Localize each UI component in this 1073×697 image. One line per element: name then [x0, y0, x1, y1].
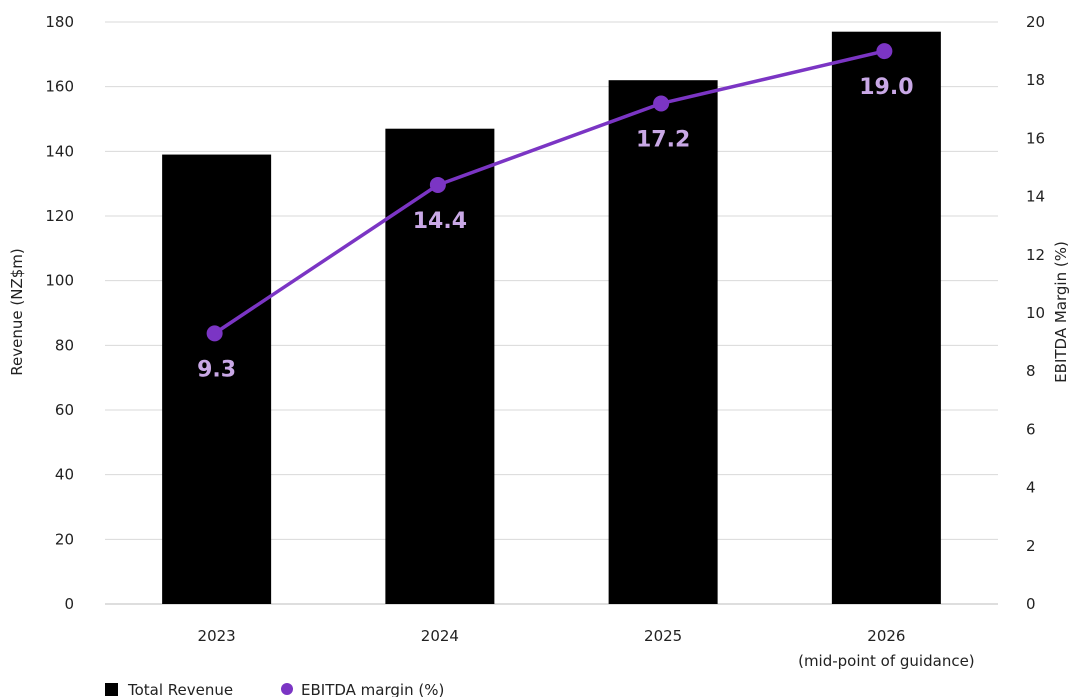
y-tick-label: 100: [45, 272, 74, 290]
y2-tick-label: 8: [1026, 362, 1036, 380]
data-label-ebitda-margin: 14.4: [413, 209, 467, 234]
legend-marker-ebitda-margin: [281, 683, 293, 695]
data-label-ebitda-margin: 17.2: [636, 127, 690, 152]
y-tick-label: 0: [64, 595, 74, 613]
x-tick-sublabel: (mid-point of guidance): [798, 652, 975, 670]
x-tick-label: 2023: [198, 627, 236, 645]
y2-tick-label: 10: [1026, 304, 1045, 322]
y-tick-label: 20: [55, 530, 74, 548]
legend-swatch-total-revenue: [105, 683, 118, 696]
y2-tick-label: 16: [1026, 129, 1045, 147]
point-ebitda-margin: [206, 325, 223, 342]
data-label-ebitda-margin: 9.3: [197, 357, 236, 382]
line-series: [206, 43, 893, 342]
point-ebitda-margin: [429, 176, 446, 193]
axes: 0 20 40 60 80 100 120 140 160 180 0 2 4 6 8 10 12 14 16 18 2…: [45, 13, 1045, 670]
point-ebitda-margin: [876, 43, 893, 60]
y2-axis-title: EBITDA Margin (%): [1052, 241, 1070, 383]
y2-tick-label: 12: [1026, 246, 1045, 264]
data-labels: 9.3 14.4 17.2 19.0: [197, 75, 913, 382]
bar-total-revenue: [385, 128, 495, 604]
line-ebitda-margin: [213, 49, 885, 335]
y-tick-label: 140: [45, 142, 74, 160]
y-axis-title: Revenue (NZ$m): [8, 248, 26, 375]
bars: [162, 31, 941, 605]
y2-tick-label: 2: [1026, 537, 1036, 555]
y-tick-label: 40: [55, 466, 74, 484]
y-tick-label: 160: [45, 78, 74, 96]
y2-tick-label: 4: [1026, 479, 1036, 497]
y-tick-label: 60: [55, 401, 74, 419]
legend: Total Revenue EBITDA margin (%): [105, 681, 444, 697]
y2-tick-label: 0: [1026, 595, 1036, 613]
x-tick-label: 2025: [644, 627, 682, 645]
y2-tick-label: 20: [1026, 13, 1045, 31]
x-tick-label: 2024: [421, 627, 459, 645]
bar-total-revenue: [162, 154, 272, 605]
legend-label-total-revenue: Total Revenue: [127, 681, 233, 697]
y2-tick-label: 6: [1026, 420, 1036, 438]
x-tick-label: 2026: [867, 627, 905, 645]
y-tick-label: 120: [45, 207, 74, 225]
legend-label-ebitda-margin: EBITDA margin (%): [301, 681, 444, 697]
bar-total-revenue: [831, 31, 941, 604]
y-tick-label: 80: [55, 336, 74, 354]
y2-tick-label: 18: [1026, 71, 1045, 89]
point-ebitda-margin: [653, 95, 670, 112]
y-tick-label: 180: [45, 13, 74, 31]
bar-total-revenue: [608, 80, 718, 604]
y2-tick-label: 14: [1026, 188, 1045, 206]
data-label-ebitda-margin: 19.0: [859, 75, 913, 100]
